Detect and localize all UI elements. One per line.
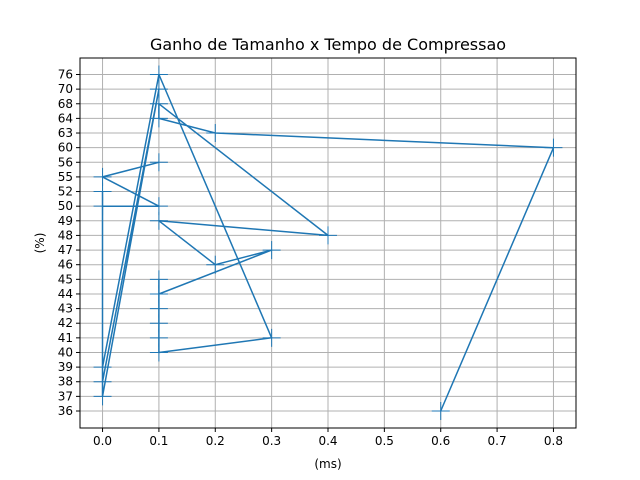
y-tick-label: 37: [58, 389, 73, 403]
x-tick-label: 0.5: [375, 434, 394, 448]
x-tick-label: 0.3: [262, 434, 281, 448]
y-tick-label: 56: [58, 155, 73, 169]
series-layer: [93, 65, 563, 420]
y-tick-label: 39: [58, 360, 73, 374]
x-tick-label: 0.8: [544, 434, 563, 448]
y-tick-label: 44: [58, 287, 73, 301]
data-point-marker: [544, 138, 563, 157]
y-tick-label: 46: [58, 258, 73, 272]
data-point-marker: [262, 328, 281, 347]
y-tick-label: 38: [58, 375, 73, 389]
x-tick-label: 0.1: [149, 434, 168, 448]
y-tick-label: 36: [58, 404, 73, 418]
data-point-marker: [93, 167, 112, 186]
y-tick-label: 41: [58, 331, 73, 345]
x-axis-label: (ms): [314, 457, 341, 471]
x-tick-label: 0.7: [488, 434, 507, 448]
data-point-marker: [206, 255, 225, 274]
y-tick-label: 63: [58, 126, 73, 140]
data-point-marker: [149, 153, 168, 172]
y-tick-label: 60: [58, 141, 73, 155]
y-axis-label: (%): [33, 233, 47, 254]
axis-layer: 0.0 0.1 0.2 0.3 0.4 0.5 0.6 0.7 0.83637383940414…: [58, 68, 563, 449]
y-tick-label: 47: [58, 243, 73, 257]
data-point-marker: [149, 343, 168, 362]
data-point-marker: [431, 402, 450, 420]
data-point-marker: [149, 80, 168, 99]
y-tick-label: 45: [58, 272, 73, 286]
x-tick-label: 0.6: [431, 434, 450, 448]
y-tick-label: 43: [58, 302, 73, 316]
grid-layer: [80, 58, 576, 428]
x-tick-label: 0.4: [318, 434, 337, 448]
y-tick-label: 68: [58, 97, 73, 111]
data-point-marker: [93, 197, 112, 216]
x-tick-label: 0.0: [93, 434, 112, 448]
y-tick-label: 40: [58, 345, 73, 359]
x-tick-label: 0.2: [206, 434, 225, 448]
data-point-marker: [149, 270, 168, 289]
data-point-marker: [262, 241, 281, 260]
y-tick-label: 64: [58, 111, 73, 125]
chart-title: Ganho de Tamanho x Tempo de Compressao: [150, 35, 506, 54]
y-tick-label: 48: [58, 228, 73, 242]
y-tick-label: 70: [58, 82, 73, 96]
data-point-marker: [319, 226, 337, 245]
y-tick-label: 76: [58, 68, 73, 82]
y-tick-label: 49: [58, 214, 73, 228]
y-tick-label: 52: [58, 185, 73, 199]
data-point-marker: [206, 124, 225, 143]
y-tick-label: 50: [58, 199, 73, 213]
y-tick-label: 55: [58, 170, 73, 184]
data-point-marker: [93, 387, 112, 406]
y-tick-label: 42: [58, 316, 73, 330]
data-point-marker: [149, 197, 168, 216]
